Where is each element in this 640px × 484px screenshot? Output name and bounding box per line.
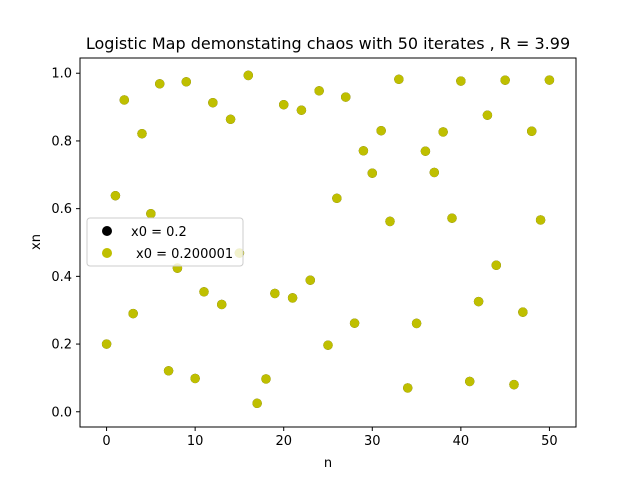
y-tick-label: 0.8: [51, 134, 72, 149]
data-point: [332, 193, 342, 203]
data-point: [208, 97, 218, 108]
data-point: [420, 146, 431, 156]
data-point: [128, 308, 138, 319]
data-point: [243, 70, 253, 81]
legend-marker-series-1: [102, 226, 112, 236]
data-point: [270, 288, 280, 299]
y-axis-ticks: 0.0 0.2 0.4 0.6 0.8 1.0: [51, 67, 80, 420]
y-tick-label: 1.0: [51, 67, 72, 82]
data-point: [518, 307, 528, 317]
data-point: [101, 339, 112, 349]
data-point: [527, 126, 537, 136]
legend: x0 = 0.2 x0 = 0.200001: [86, 217, 244, 267]
x-tick-label: 20: [275, 434, 292, 449]
data-point: [110, 190, 121, 201]
plot-area: 0 10 20 30 40 50 0.0 0.2 0.4 0.6 0.8 1.0: [51, 57, 577, 449]
data-point: [482, 110, 493, 120]
x-tick-label: 10: [187, 434, 204, 449]
data-point: [411, 318, 422, 329]
data-point: [385, 216, 395, 227]
data-point: [217, 299, 227, 310]
data-point: [225, 114, 236, 124]
data-point: [544, 75, 555, 85]
data-point: [137, 128, 147, 139]
data-point: [181, 77, 191, 87]
x-tick-label: 30: [364, 434, 381, 449]
data-point: [394, 74, 404, 84]
data-point: [323, 340, 333, 350]
data-point: [261, 374, 271, 384]
legend-marker-series-2: [102, 248, 112, 258]
x-tick-label: 50: [541, 434, 558, 449]
data-point: [279, 99, 289, 110]
data-point: [190, 373, 200, 384]
data-point: [199, 287, 209, 297]
data-point: [509, 379, 519, 390]
data-point: [155, 79, 165, 89]
y-tick-label: 0.4: [51, 270, 72, 285]
data-point: [376, 126, 386, 136]
data-point: [491, 260, 501, 270]
data-point: [296, 105, 307, 115]
legend-label-series-2: x0 = 0.200001: [136, 247, 233, 262]
data-point: [403, 383, 413, 393]
data-point: [438, 127, 448, 137]
legend-frame: [86, 217, 244, 267]
x-axis-label: n: [324, 456, 332, 471]
data-point: [447, 213, 457, 223]
x-axis-ticks: 0 10 20 30 40 50: [102, 427, 558, 449]
data-point: [429, 167, 439, 178]
x-tick-label: 0: [102, 434, 110, 449]
data-point: [358, 146, 369, 156]
x-tick-label: 40: [453, 434, 470, 449]
data-point: [456, 76, 466, 86]
data-point: [465, 376, 475, 387]
data-point: [287, 293, 298, 303]
y-axis-label: xn: [29, 234, 44, 250]
data-point: [349, 318, 360, 328]
y-tick-label: 0.2: [51, 338, 72, 353]
data-point: [305, 275, 315, 285]
data-point: [535, 215, 546, 225]
data-point: [367, 168, 377, 178]
data-point: [146, 208, 156, 219]
data-point: [119, 95, 129, 105]
data-point: [163, 366, 174, 376]
data-point: [500, 75, 510, 85]
data-point: [473, 296, 484, 307]
data-point: [252, 398, 262, 409]
legend-label-series-1: x0 = 0.2: [131, 225, 187, 240]
y-tick-label: 0.0: [51, 405, 72, 420]
data-point: [314, 86, 324, 96]
chart-title: Logistic Map demonstating chaos with 50 …: [86, 34, 570, 53]
y-tick-label: 0.6: [51, 202, 72, 217]
data-point: [341, 92, 351, 102]
